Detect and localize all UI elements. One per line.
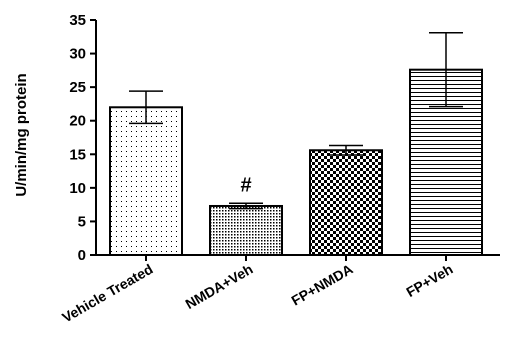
y-axis-title: U/min/mg protein	[13, 73, 30, 196]
category-label: FP+NMDA	[289, 261, 356, 309]
significance-annotation: #	[240, 174, 251, 196]
y-tick-label: 35	[69, 12, 86, 29]
y-tick-label: 10	[69, 180, 86, 197]
category-label: Vehicle Treated	[59, 261, 155, 326]
category-label: NMDA+Veh	[182, 261, 255, 312]
y-tick-label: 20	[69, 113, 86, 130]
bar-1	[209, 204, 283, 257]
category-label: FP+Veh	[403, 261, 455, 300]
y-tick-label: 5	[78, 213, 86, 230]
bar-0	[109, 106, 183, 256]
y-tick-label: 15	[69, 146, 86, 163]
y-tick-label: 30	[69, 46, 86, 63]
y-tick-label: 25	[69, 79, 86, 96]
y-tick-label: 0	[78, 247, 86, 264]
bar-2	[309, 149, 383, 256]
